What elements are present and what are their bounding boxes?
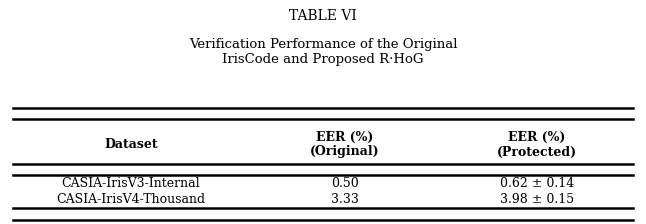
Text: 0.62 ± 0.14: 0.62 ± 0.14 [500, 177, 574, 190]
Text: EER (%)
(Original): EER (%) (Original) [310, 130, 379, 159]
Text: 3.98 ± 0.15: 3.98 ± 0.15 [500, 193, 574, 207]
Text: CASIA-IrisV3-Internal: CASIA-IrisV3-Internal [61, 177, 200, 190]
Text: TABLE VI: TABLE VI [289, 9, 357, 23]
Text: 0.50: 0.50 [331, 177, 359, 190]
Text: Verification Performance of the Original
IrisCode and Proposed R·HoG: Verification Performance of the Original… [189, 38, 457, 66]
Text: CASIA-IrisV4-Thousand: CASIA-IrisV4-Thousand [56, 193, 205, 207]
Text: 3.33: 3.33 [331, 193, 359, 207]
Text: EER (%)
(Protected): EER (%) (Protected) [497, 130, 577, 159]
Text: Dataset: Dataset [104, 138, 158, 151]
